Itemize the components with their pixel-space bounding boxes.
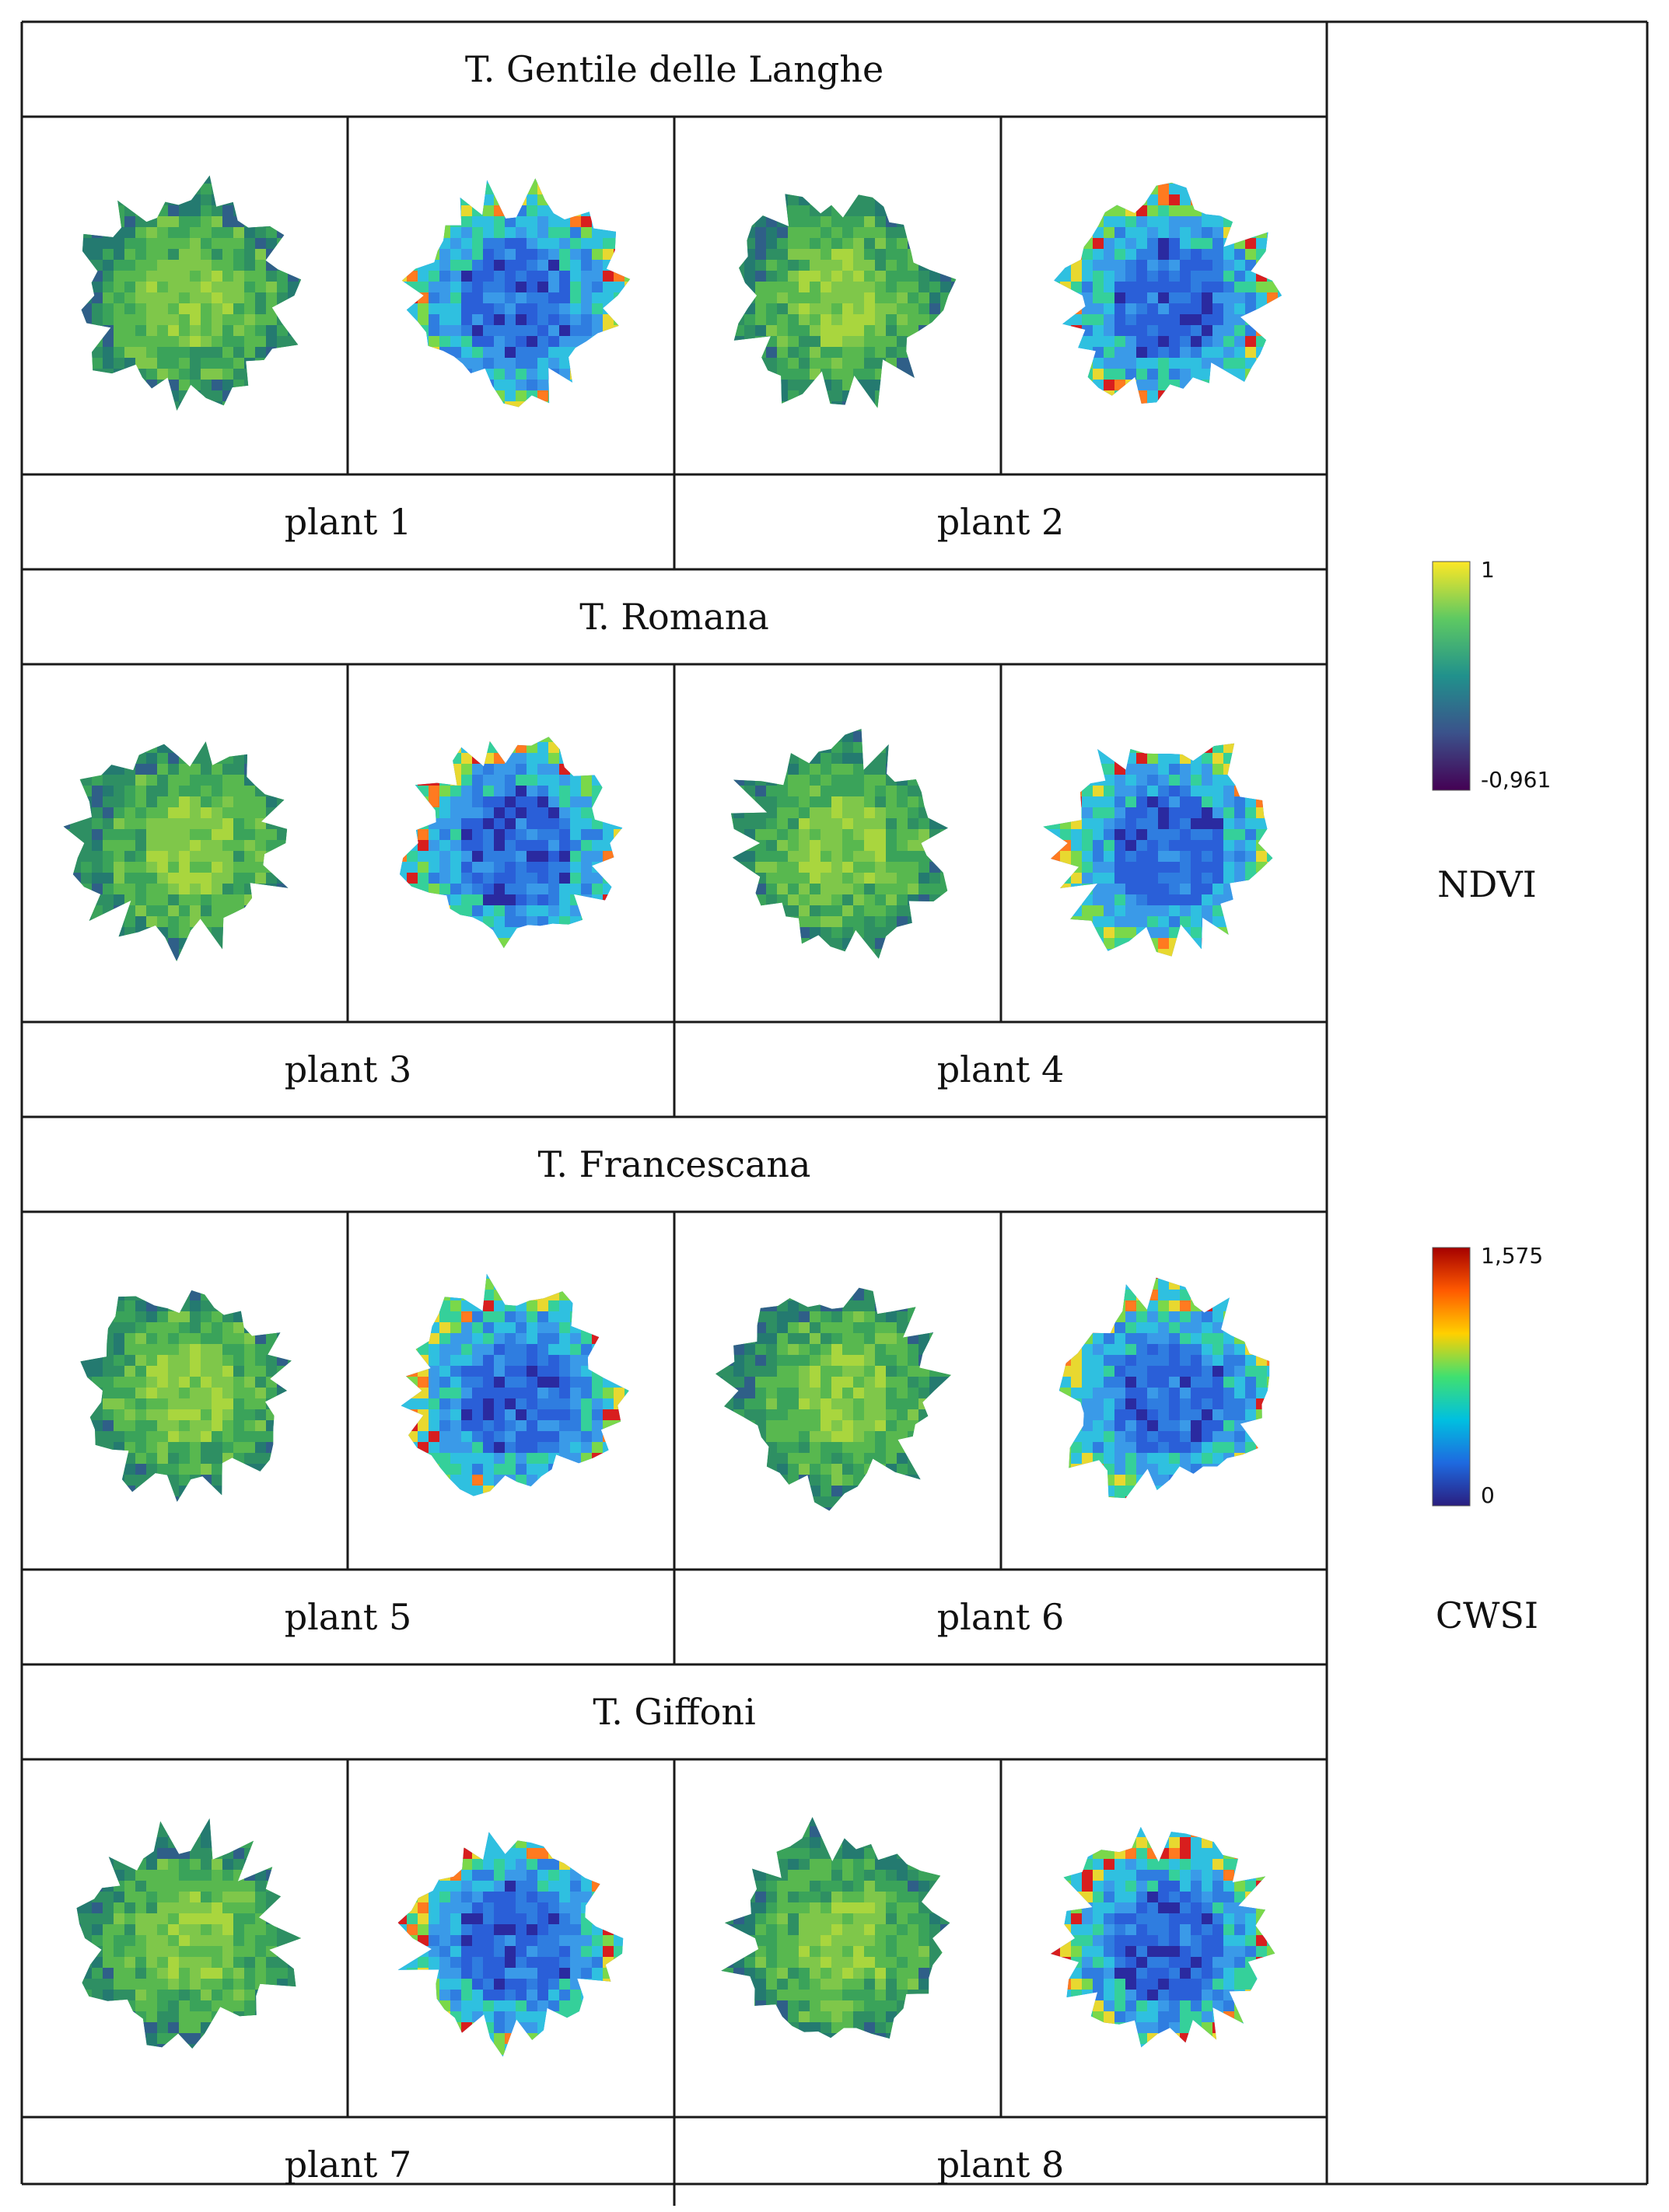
plant-label-3: plant 3 xyxy=(22,1022,674,1117)
plant-8-ndvi-map xyxy=(690,1783,985,2094)
group-title-4: T. Giffoni xyxy=(22,1664,1327,1759)
group-title-1: T. Gentile delle Langhe xyxy=(22,22,1327,117)
plant-7-cwsi-map xyxy=(363,1783,659,2094)
plant-7-ndvi-map xyxy=(37,1783,332,2094)
plant-2-ndvi-map xyxy=(690,140,985,451)
ndvi-caption: NDVI xyxy=(1437,863,1537,905)
cwsi-colorbar xyxy=(1431,1246,1471,1507)
cwsi-caption: CWSI xyxy=(1436,1594,1538,1636)
plant-label-8: plant 8 xyxy=(674,2117,1327,2212)
plant-label-1: plant 1 xyxy=(22,474,674,569)
plant-6-ndvi-map xyxy=(690,1235,985,1546)
plant-1-cwsi-map xyxy=(363,140,659,451)
plant-label-7: plant 7 xyxy=(22,2117,674,2212)
plant-label-4: plant 4 xyxy=(674,1022,1327,1117)
plant-5-ndvi-map xyxy=(37,1235,332,1546)
cwsi-max-label: 1,575 xyxy=(1481,1243,1543,1269)
plant-4-cwsi-map xyxy=(1016,688,1311,999)
plant-1-ndvi-map xyxy=(37,140,332,451)
plant-label-6: plant 6 xyxy=(674,1570,1327,1664)
plant-label-2: plant 2 xyxy=(674,474,1327,569)
group-title-2: T. Romana xyxy=(22,569,1327,664)
ndvi-min-label: -0,961 xyxy=(1481,767,1551,793)
plant-8-cwsi-map xyxy=(1016,1783,1311,2094)
plant-2-cwsi-map xyxy=(1016,140,1311,451)
cwsi-min-label: 0 xyxy=(1481,1482,1495,1508)
plant-label-5: plant 5 xyxy=(22,1570,674,1664)
plant-3-cwsi-map xyxy=(363,688,659,999)
ndvi-colorbar xyxy=(1431,560,1471,792)
group-title-3: T. Francescana xyxy=(22,1117,1327,1212)
ndvi-max-label: 1 xyxy=(1481,557,1495,583)
plant-4-ndvi-map xyxy=(690,688,985,999)
plant-6-cwsi-map xyxy=(1016,1235,1311,1546)
plant-3-ndvi-map xyxy=(37,688,332,999)
plant-5-cwsi-map xyxy=(363,1235,659,1546)
